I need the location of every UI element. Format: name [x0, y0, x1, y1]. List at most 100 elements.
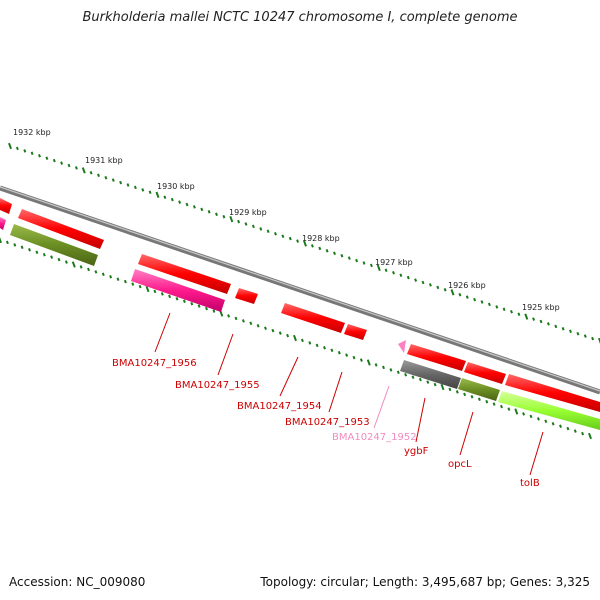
- kbp-label: 1930 kbp: [157, 182, 195, 191]
- accession-text: Accession: NC_009080: [9, 575, 146, 589]
- inner-tick-row: [0, 236, 592, 440]
- cds-feature[interactable]: [464, 362, 506, 384]
- minor-tick: [443, 288, 447, 292]
- major-tick: [145, 285, 150, 293]
- minor-tick: [399, 273, 403, 277]
- minor-tick: [163, 195, 167, 199]
- minor-tick: [347, 256, 351, 260]
- minor-tick: [168, 294, 172, 299]
- cds-feature[interactable]: [344, 324, 367, 340]
- gene-label[interactable]: BMA10247_1952: [332, 432, 417, 443]
- minor-tick: [369, 263, 373, 268]
- minor-tick: [74, 166, 78, 170]
- minor-tick: [241, 319, 245, 323]
- minor-tick: [465, 295, 469, 299]
- minor-tick: [271, 328, 275, 333]
- gene-label[interactable]: ygbF: [404, 446, 429, 457]
- gene-label[interactable]: BMA10247_1954: [237, 401, 322, 412]
- minor-tick: [170, 197, 174, 202]
- gene-label[interactable]: BMA10247_1956: [112, 358, 197, 369]
- cds-feature[interactable]: [235, 288, 258, 304]
- cds-feature[interactable]: [138, 254, 231, 294]
- outer-tick-row: [8, 142, 600, 345]
- minor-tick: [182, 299, 186, 304]
- minor-tick: [222, 214, 226, 219]
- minor-tick: [411, 375, 415, 379]
- minor-tick: [581, 431, 585, 436]
- minor-tick: [470, 395, 474, 399]
- minor-tick: [141, 188, 145, 192]
- gene-feature[interactable]: [10, 224, 98, 266]
- minor-tick: [160, 292, 164, 296]
- major-tick: [514, 408, 519, 415]
- minor-tick: [352, 355, 356, 360]
- minor-tick: [126, 183, 130, 187]
- cds-feature[interactable]: [505, 374, 600, 412]
- minor-tick: [13, 243, 17, 247]
- gene-feature[interactable]: [131, 269, 225, 312]
- cds-feature[interactable]: [0, 198, 12, 214]
- minor-tick: [340, 253, 344, 258]
- minor-tick: [123, 279, 127, 284]
- gene-feature[interactable]: [400, 360, 461, 389]
- cds-feature[interactable]: [281, 303, 345, 333]
- minor-tick: [477, 397, 481, 402]
- major-tick: [0, 236, 2, 244]
- minor-tick: [308, 341, 312, 345]
- minor-tick: [507, 407, 511, 411]
- minor-tick: [38, 154, 41, 158]
- kbp-label: 1927 kbp: [375, 258, 413, 267]
- gene-label[interactable]: tolB: [520, 478, 540, 489]
- minor-tick: [67, 163, 71, 168]
- kbp-label: 1931 kbp: [85, 156, 123, 165]
- minor-tick: [544, 419, 548, 424]
- minor-tick: [45, 156, 49, 160]
- minor-tick: [554, 324, 558, 329]
- minor-tick: [566, 426, 570, 431]
- cds-feature[interactable]: [407, 344, 466, 371]
- minor-tick: [389, 368, 393, 372]
- map-title: Burkholderia mallei NCTC 10247 chromosom…: [82, 10, 518, 25]
- minor-tick: [315, 343, 319, 348]
- gene-feature[interactable]: [398, 340, 406, 353]
- minor-tick: [251, 224, 255, 229]
- gene-feature[interactable]: [498, 391, 600, 430]
- gene-feature[interactable]: [458, 378, 500, 401]
- minor-tick: [406, 275, 410, 280]
- minor-tick: [502, 307, 506, 312]
- minor-tick: [212, 309, 216, 313]
- minor-tick: [529, 414, 533, 419]
- major-tick: [440, 383, 445, 391]
- minor-tick: [318, 246, 322, 251]
- minor-tick: [185, 202, 189, 207]
- major-tick: [376, 264, 381, 272]
- minor-tick: [153, 289, 157, 294]
- minor-tick: [64, 260, 68, 264]
- minor-tick: [421, 280, 425, 285]
- minor-tick: [426, 380, 430, 384]
- minor-tick: [52, 158, 56, 163]
- cds-feature[interactable]: [18, 209, 104, 249]
- minor-tick: [551, 422, 555, 426]
- minor-tick: [569, 329, 572, 334]
- minor-tick: [148, 190, 152, 195]
- minor-tick: [205, 306, 208, 311]
- kbp-label: 1929 kbp: [229, 208, 267, 217]
- minor-tick: [333, 251, 336, 256]
- minor-tick: [296, 239, 300, 243]
- minor-tick: [382, 365, 385, 370]
- major-tick: [81, 167, 86, 174]
- minor-tick: [546, 322, 550, 326]
- minor-tick: [207, 210, 211, 214]
- gene-feature[interactable]: [0, 217, 6, 230]
- minor-tick: [323, 346, 326, 350]
- gene-label[interactable]: BMA10247_1955: [175, 380, 260, 391]
- minor-tick: [288, 236, 292, 241]
- minor-tick: [190, 301, 194, 306]
- gene-label[interactable]: BMA10247_1953: [285, 417, 370, 428]
- gene-label[interactable]: opcL: [448, 459, 472, 470]
- minor-tick: [374, 363, 378, 367]
- minor-tick: [455, 390, 459, 394]
- minor-tick: [256, 324, 260, 328]
